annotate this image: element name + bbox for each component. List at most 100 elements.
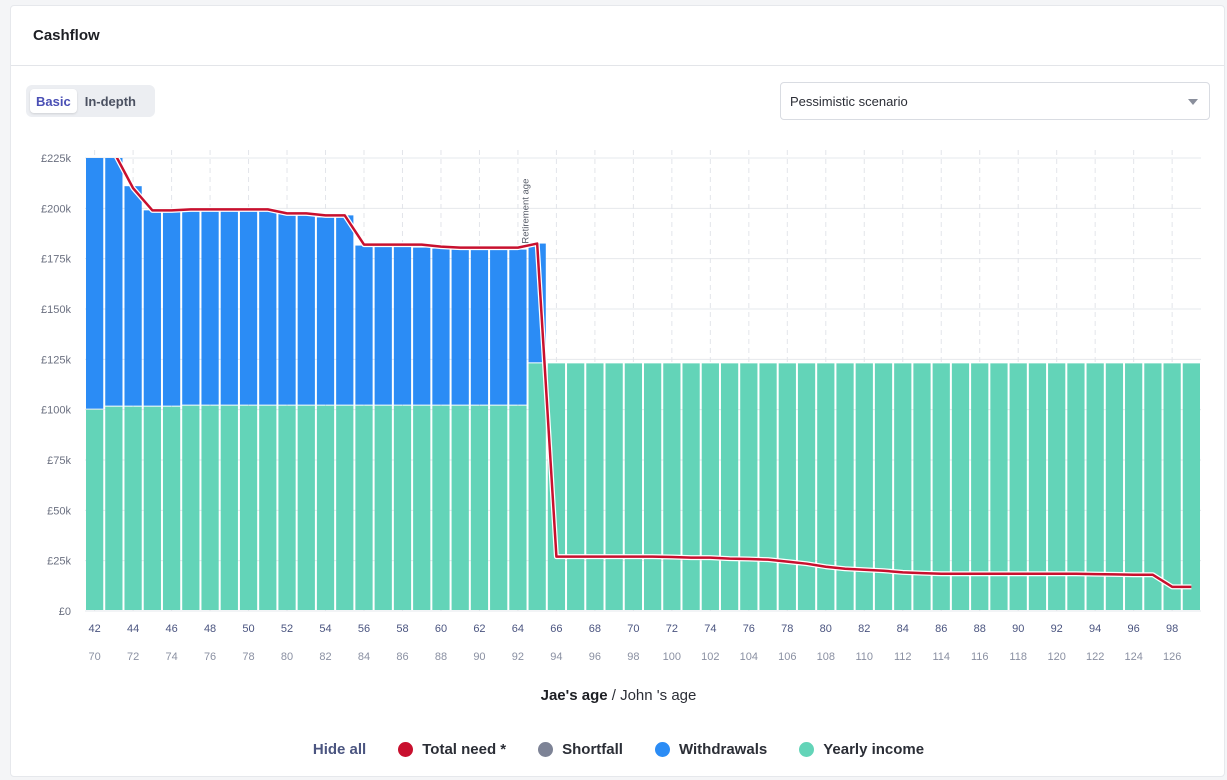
bar-yearly-income[interactable] bbox=[605, 363, 623, 610]
bar-withdrawals[interactable] bbox=[124, 186, 142, 406]
x-tick-label-secondary: 98 bbox=[627, 651, 639, 663]
x-tick-label-secondary: 122 bbox=[1086, 651, 1104, 663]
bar-yearly-income[interactable] bbox=[182, 405, 200, 610]
bar-withdrawals[interactable] bbox=[509, 249, 527, 405]
bar-yearly-income[interactable] bbox=[817, 363, 835, 610]
bar-yearly-income[interactable] bbox=[1144, 363, 1162, 610]
bar-yearly-income[interactable] bbox=[836, 363, 854, 610]
bar-yearly-income[interactable] bbox=[1125, 363, 1143, 610]
bar-withdrawals[interactable] bbox=[297, 215, 315, 405]
bar-yearly-income[interactable] bbox=[990, 363, 1008, 610]
bar-yearly-income[interactable] bbox=[567, 363, 585, 610]
bar-yearly-income[interactable] bbox=[374, 405, 392, 610]
x-tick-label-primary: 54 bbox=[319, 623, 331, 635]
bar-yearly-income[interactable] bbox=[778, 363, 796, 610]
bar-yearly-income[interactable] bbox=[644, 363, 662, 610]
bar-yearly-income[interactable] bbox=[239, 405, 258, 610]
bar-yearly-income[interactable] bbox=[797, 363, 816, 610]
bar-yearly-income[interactable] bbox=[740, 363, 758, 610]
bar-withdrawals[interactable] bbox=[143, 210, 161, 406]
bar-yearly-income[interactable] bbox=[720, 363, 739, 610]
scenario-select[interactable]: Pessimistic scenario bbox=[780, 82, 1210, 120]
bar-withdrawals[interactable] bbox=[220, 210, 238, 405]
bar-yearly-income[interactable] bbox=[162, 406, 181, 610]
bar-withdrawals[interactable] bbox=[86, 158, 104, 409]
bar-yearly-income[interactable] bbox=[278, 405, 296, 610]
bar-withdrawals[interactable] bbox=[182, 210, 200, 405]
bar-yearly-income[interactable] bbox=[528, 363, 546, 610]
legend-item-shortfall[interactable]: Shortfall bbox=[538, 741, 623, 758]
bar-yearly-income[interactable] bbox=[1163, 363, 1181, 610]
legend-item-withdrawals[interactable]: Withdrawals bbox=[654, 741, 767, 758]
legend-dot-icon bbox=[538, 742, 554, 757]
bar-yearly-income[interactable] bbox=[1105, 363, 1124, 610]
bar-yearly-income[interactable] bbox=[220, 405, 238, 610]
bar-yearly-income[interactable] bbox=[355, 405, 373, 610]
bar-yearly-income[interactable] bbox=[1067, 363, 1085, 610]
legend-item-total-need[interactable]: Total need * bbox=[398, 741, 506, 758]
bar-yearly-income[interactable] bbox=[759, 363, 777, 610]
bar-yearly-income[interactable] bbox=[586, 363, 604, 610]
indepth-tab[interactable]: In-depth bbox=[79, 89, 142, 113]
bar-withdrawals[interactable] bbox=[105, 158, 123, 406]
bar-withdrawals[interactable] bbox=[432, 248, 450, 405]
bar-withdrawals[interactable] bbox=[162, 211, 181, 406]
x-tick-label-secondary: 100 bbox=[663, 651, 681, 663]
bar-yearly-income[interactable] bbox=[913, 363, 931, 610]
bar-yearly-income[interactable] bbox=[971, 363, 989, 610]
bar-withdrawals[interactable] bbox=[355, 245, 373, 405]
x-axis-title-separator: / bbox=[607, 687, 621, 704]
bar-yearly-income[interactable] bbox=[663, 363, 681, 610]
bar-withdrawals[interactable] bbox=[201, 210, 219, 405]
bar-withdrawals[interactable] bbox=[393, 246, 412, 405]
bar-withdrawals[interactable] bbox=[278, 213, 296, 405]
bar-yearly-income[interactable] bbox=[336, 405, 354, 610]
bar-withdrawals[interactable] bbox=[374, 246, 392, 405]
bar-yearly-income[interactable] bbox=[894, 363, 912, 610]
bar-yearly-income[interactable] bbox=[413, 405, 431, 610]
bar-yearly-income[interactable] bbox=[951, 363, 970, 610]
legend-item-yearly-income[interactable]: Yearly income bbox=[799, 741, 924, 758]
bar-yearly-income[interactable] bbox=[1182, 363, 1200, 610]
bar-yearly-income[interactable] bbox=[855, 363, 873, 610]
bar-withdrawals[interactable] bbox=[470, 249, 489, 405]
basic-tab[interactable]: Basic bbox=[30, 89, 77, 113]
bar-withdrawals[interactable] bbox=[316, 217, 335, 405]
bar-yearly-income[interactable] bbox=[490, 405, 508, 610]
bar-yearly-income[interactable] bbox=[1028, 363, 1047, 610]
card-header: Cashflow bbox=[11, 6, 1224, 66]
bar-withdrawals[interactable] bbox=[239, 210, 258, 405]
hide-all-button[interactable]: Hide all bbox=[312, 741, 367, 758]
x-tick-label-secondary: 86 bbox=[396, 651, 408, 663]
bar-yearly-income[interactable] bbox=[451, 405, 469, 610]
bar-yearly-income[interactable] bbox=[701, 363, 719, 610]
bar-withdrawals[interactable] bbox=[490, 249, 508, 405]
bar-yearly-income[interactable] bbox=[932, 363, 950, 610]
bar-yearly-income[interactable] bbox=[259, 405, 277, 610]
bar-withdrawals[interactable] bbox=[259, 211, 277, 405]
bar-yearly-income[interactable] bbox=[1009, 363, 1027, 610]
bar-yearly-income[interactable] bbox=[509, 405, 527, 610]
bar-yearly-income[interactable] bbox=[124, 406, 142, 610]
cashflow-card: Cashflow Basic In-depth Pessimistic scen… bbox=[10, 5, 1225, 777]
bar-yearly-income[interactable] bbox=[393, 405, 412, 610]
bar-yearly-income[interactable] bbox=[105, 406, 123, 610]
x-tick-label-primary: 94 bbox=[1089, 623, 1101, 635]
bar-yearly-income[interactable] bbox=[547, 363, 566, 610]
bar-yearly-income[interactable] bbox=[682, 363, 700, 610]
bar-yearly-income[interactable] bbox=[86, 409, 104, 610]
bar-yearly-income[interactable] bbox=[316, 405, 335, 610]
bar-yearly-income[interactable] bbox=[297, 405, 315, 610]
bar-yearly-income[interactable] bbox=[470, 405, 489, 610]
bar-withdrawals[interactable] bbox=[336, 215, 354, 405]
bar-yearly-income[interactable] bbox=[1086, 363, 1104, 610]
total-need-line[interactable] bbox=[95, 144, 1192, 589]
bar-withdrawals[interactable] bbox=[413, 247, 431, 405]
bar-yearly-income[interactable] bbox=[143, 406, 161, 610]
bar-yearly-income[interactable] bbox=[1048, 363, 1066, 610]
bar-yearly-income[interactable] bbox=[874, 363, 893, 610]
bar-withdrawals[interactable] bbox=[451, 249, 469, 405]
bar-yearly-income[interactable] bbox=[432, 405, 450, 610]
bar-yearly-income[interactable] bbox=[201, 405, 219, 610]
bar-yearly-income[interactable] bbox=[624, 363, 642, 610]
